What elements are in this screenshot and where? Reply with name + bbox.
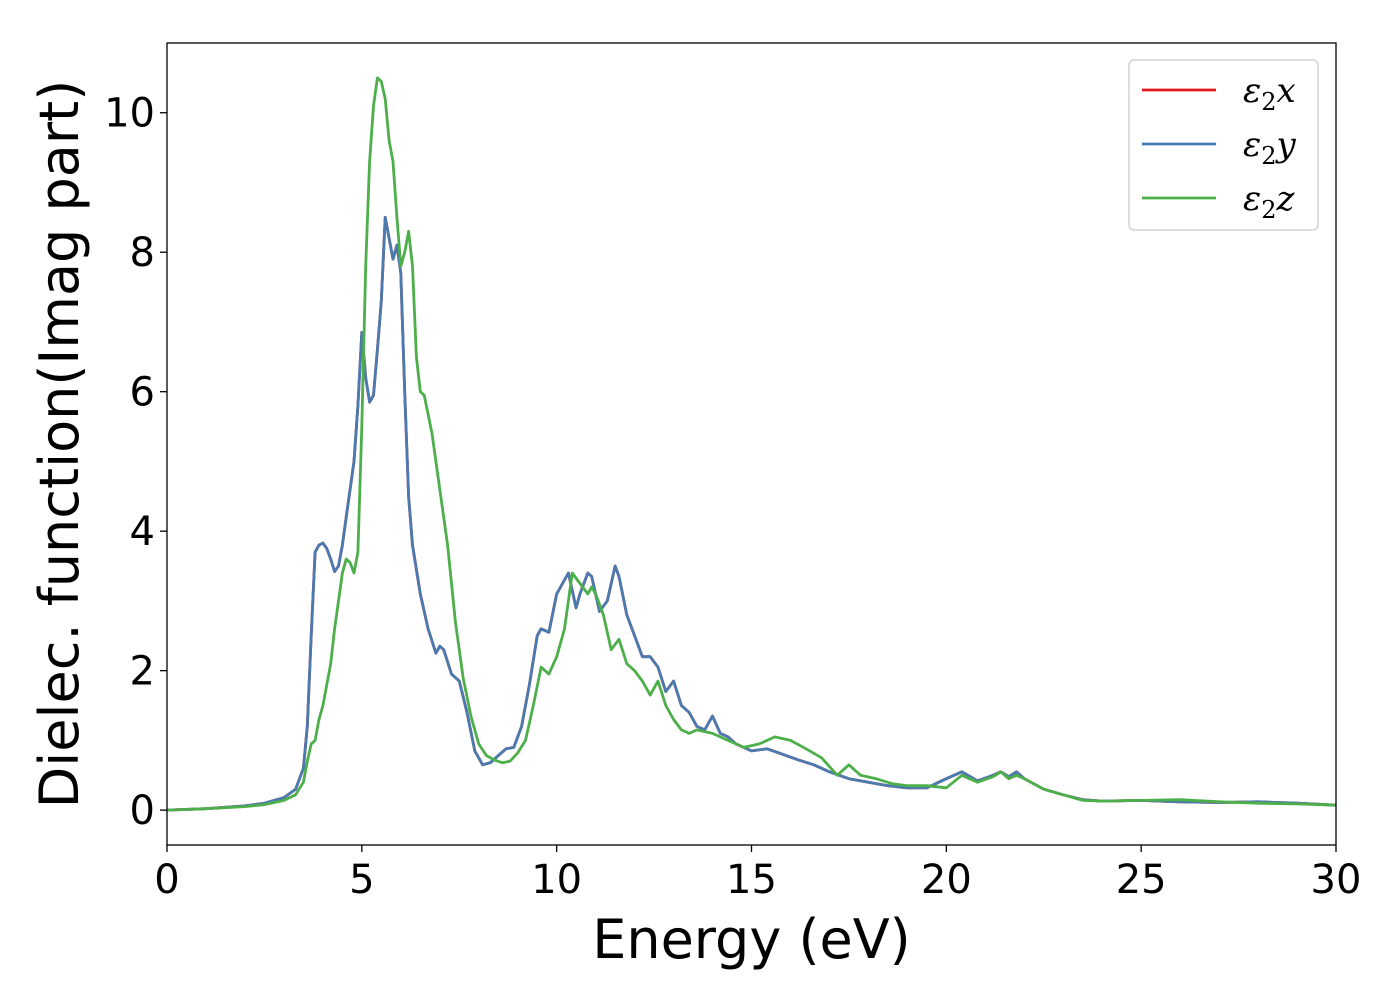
y-tick-label: 4 [130,509,155,555]
legend-box [1128,59,1319,231]
series-line-z [167,76,1336,812]
x-tick-label: 5 [349,857,374,903]
series-layer [167,76,1336,812]
series-line-x [167,215,1336,812]
y-tick-label: 10 [104,91,155,137]
x-tick-label: 0 [154,857,179,903]
x-tick-label: 20 [921,857,972,903]
y-axis-label: Dielec. function(Imag part) [28,80,91,809]
y-tick-label: 0 [130,788,155,834]
y-tick-label: 8 [130,230,155,276]
x-axis-ticks: 0 5 10 15 20 25 30 [154,845,1361,903]
legend-entry-z: ε2z [1243,179,1296,224]
series-line-y [167,215,1336,812]
y-tick-label: 2 [130,649,155,695]
legend: ε2x ε2y ε2z [1128,59,1319,231]
x-tick-label: 30 [1311,857,1362,903]
y-tick-label: 6 [130,370,155,416]
x-axis-label: Energy (eV) [592,908,911,971]
legend-entry-x: ε2x [1243,71,1296,116]
x-tick-label: 25 [1116,857,1167,903]
legend-entry-y: ε2y [1243,125,1297,170]
x-tick-label: 15 [726,857,777,903]
x-tick-label: 10 [531,857,582,903]
y-axis-ticks: 0 2 4 6 8 10 [104,91,167,834]
